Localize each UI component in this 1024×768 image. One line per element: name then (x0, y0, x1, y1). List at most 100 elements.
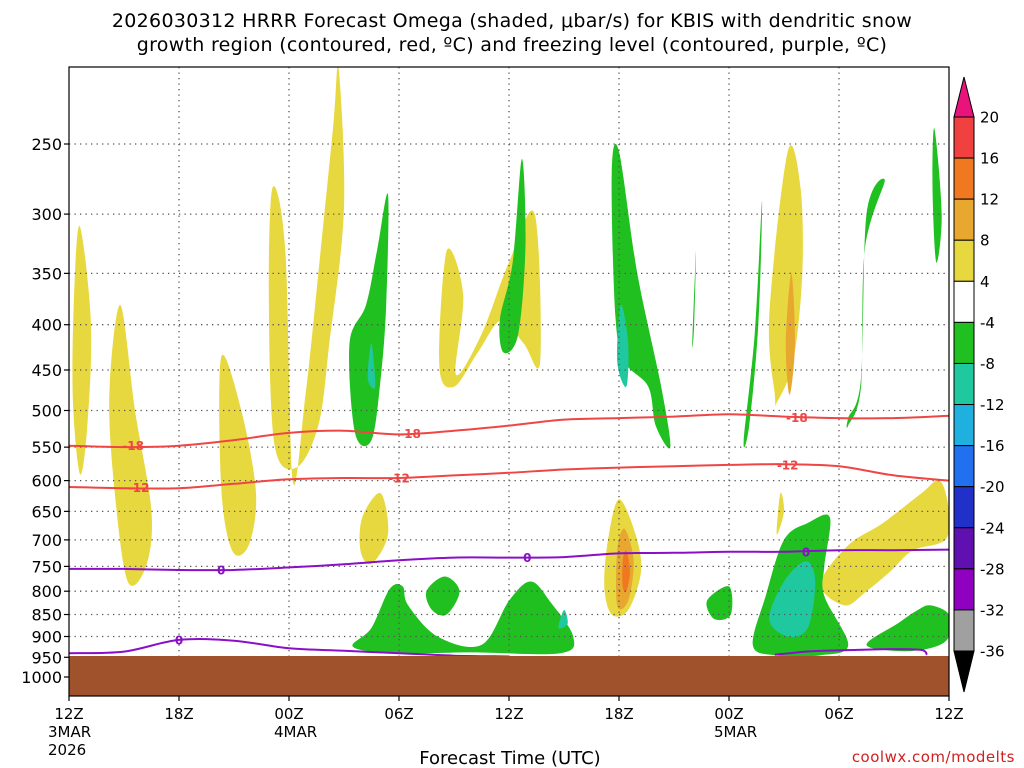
credit-text: coolwx.com/modelts (852, 748, 1015, 766)
omega-region-19 (932, 127, 942, 263)
x-tick-label-8: 12Z (934, 705, 963, 723)
x-tick-label-0: 12Z (54, 705, 83, 723)
colorbar-swatch-0 (953, 116, 975, 159)
colorbar-label-1: 16 (980, 150, 999, 168)
y-tick-label-300: 300 (31, 205, 62, 224)
x-axis-label: Forecast Time (UTC) (419, 748, 600, 768)
colorbar-label-7: -12 (980, 396, 1005, 414)
colorbar-swatch-2 (953, 198, 975, 241)
y-tick-label-850: 850 (31, 606, 62, 625)
y-tick-label-500: 500 (31, 402, 62, 421)
contour-label-1-1: -12 (388, 472, 410, 486)
omega-region-22 (706, 586, 733, 621)
colorbar-swatch-1 (953, 157, 975, 200)
x-tick-label-4: 12Z (494, 705, 523, 723)
omega-region-25 (769, 561, 816, 638)
y-tick-label-250: 250 (31, 135, 62, 154)
omega-region-3 (268, 67, 345, 485)
omega-region-1 (109, 304, 153, 586)
colorbar-swatch-3 (953, 239, 975, 282)
omega-shading-layer (72, 67, 949, 657)
contour-line-4 (774, 648, 928, 656)
colorbar-swatch-5 (953, 321, 975, 364)
contour-label-2-0: 0 (217, 563, 225, 577)
colorbar-label-10: -24 (980, 519, 1005, 537)
y-axis: 250 300 350 400 450 500 550 600 650 700 750 800 850 9… (21, 135, 69, 687)
x-tick-date-0: 3MAR (48, 723, 91, 741)
y-tick-label-700: 700 (31, 531, 62, 550)
colorbar-swatch-12 (953, 609, 975, 652)
colorbar-label-8: -16 (980, 437, 1005, 455)
contour-line-0 (69, 413, 949, 449)
omega-region-15 (611, 143, 671, 449)
omega-region-14 (499, 158, 526, 354)
chart-title-line-2: growth region (contoured, red, ºC) and f… (137, 34, 888, 56)
omega-region-0 (72, 225, 92, 475)
contour-label-1-2: -12 (777, 458, 799, 472)
colorbar-label-0: 20 (980, 109, 999, 127)
contour-layer: -18 -18 -18 -12 -12 -12 0 0 0 0 (69, 411, 949, 658)
y-tick-label-600: 600 (31, 472, 62, 491)
x-tick-label-6: 00Z (714, 705, 743, 723)
x-tick-date-2: 4MAR (274, 723, 317, 741)
omega-region-20 (352, 581, 575, 655)
contour-label-1-0: -12 (128, 481, 150, 495)
y-tick-label-950: 950 (31, 648, 62, 667)
contour-label-2-2: 0 (802, 545, 810, 559)
chart-title-line-1: 2026030312 HRRR Forecast Omega (shaded, … (112, 10, 912, 32)
colorbar-label-12: -32 (980, 601, 1005, 619)
colorbar-top-triangle (953, 76, 975, 118)
x-tick-label-5: 18Z (604, 705, 633, 723)
colorbar-swatch-11 (953, 568, 975, 611)
omega-region-7 (776, 492, 785, 535)
y-tick-label-450: 450 (31, 361, 62, 380)
y-tick-label-350: 350 (31, 264, 62, 283)
omega-region-12 (785, 273, 796, 395)
contour-line-2 (69, 548, 949, 572)
omega-region-21 (425, 576, 460, 616)
colorbar-label-5: -4 (980, 314, 995, 332)
x-tick-label-2: 00Z (274, 705, 303, 723)
omega-region-16 (692, 250, 697, 348)
contour-line-3 (69, 637, 510, 658)
x-tick-label-7: 06Z (824, 705, 853, 723)
omega-region-24 (866, 605, 949, 652)
contour-label-2-1: 0 (523, 551, 531, 565)
colorbar-label-3: 8 (980, 232, 990, 250)
colorbar-swatch-8 (953, 445, 975, 488)
y-tick-label-900: 900 (31, 627, 62, 646)
contour-line-1 (69, 463, 949, 490)
contour-label-3-0: 0 (175, 633, 183, 647)
colorbar-swatch-4 (953, 280, 975, 323)
colorbar-label-9: -20 (980, 478, 1005, 496)
y-tick-label-550: 550 (31, 438, 62, 457)
omega-region-8 (820, 479, 949, 606)
colorbar-label-11: -28 (980, 560, 1005, 578)
omega-region-13 (349, 193, 389, 447)
contour-label-0-2: -18 (786, 411, 808, 425)
y-tick-label-800: 800 (31, 582, 62, 601)
y-tick-label-650: 650 (31, 502, 62, 521)
omega-region-6 (768, 145, 803, 407)
y-tick-label-400: 400 (31, 316, 62, 335)
colorbar-label-4: 4 (980, 273, 990, 291)
colorbar-bottom-triangle (953, 650, 975, 693)
omega-region-17 (743, 201, 763, 448)
omega-region-27 (367, 343, 376, 389)
colorbar-swatch-9 (953, 486, 975, 529)
colorbar-label-13: -36 (980, 643, 1005, 661)
ground-surface (69, 656, 949, 696)
contour-label-0-1: -18 (399, 427, 421, 441)
omega-region-2 (219, 354, 257, 556)
colorbar: 20 16 12 8 4 -4 -8 -12 -16 -20 -24 -28 -32 -36 (953, 76, 1005, 693)
colorbar-swatch-6 (953, 362, 975, 406)
x-tick-year-0: 2026 (48, 741, 86, 759)
contour-label-0-0: -18 (122, 439, 144, 453)
omega-region-11 (622, 550, 630, 593)
colorbar-swatch-7 (953, 404, 975, 447)
colorbar-label-6: -8 (980, 355, 995, 373)
omega-region-18 (846, 178, 885, 428)
omega-region-4 (359, 492, 389, 565)
